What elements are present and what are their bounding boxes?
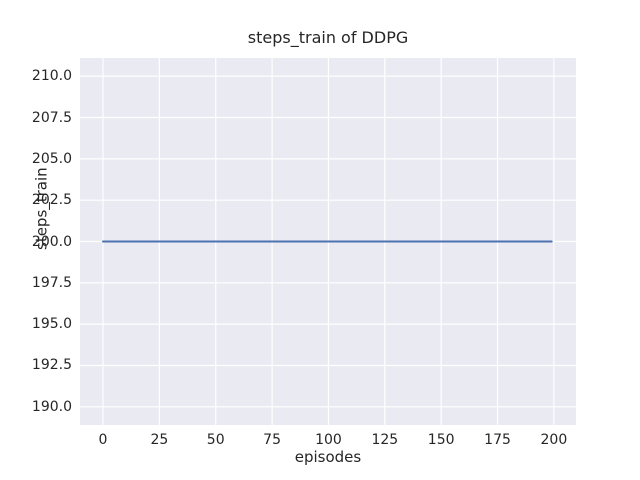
x-tick-label: 0 — [98, 432, 108, 448]
y-tick-label: 197.5 — [31, 274, 72, 291]
x-tick-label: 75 — [263, 432, 281, 448]
x-tick-label: 125 — [371, 432, 399, 448]
y-tick-label: 200.0 — [31, 233, 72, 250]
y-tick-label: 190.0 — [31, 398, 72, 415]
y-tick-label: 202.5 — [31, 192, 72, 209]
x-tick-label: 100 — [315, 432, 342, 448]
x-axis-label: episodes — [294, 448, 362, 466]
x-tick-label: 50 — [206, 432, 225, 448]
x-tick-label: 150 — [427, 432, 455, 448]
x-tick-label: 25 — [150, 432, 169, 448]
chart-title: steps_train of DDPG — [247, 28, 409, 47]
y-tick-label: 210.0 — [31, 68, 72, 85]
y-tick-label: 195.0 — [31, 316, 72, 333]
y-tick-label: 205.0 — [31, 150, 72, 167]
x-tick-label: 200 — [540, 432, 568, 448]
x-tick-label: 175 — [484, 432, 511, 448]
y-tick-label: 207.5 — [31, 109, 72, 126]
y-tick-label: 192.5 — [31, 357, 72, 374]
